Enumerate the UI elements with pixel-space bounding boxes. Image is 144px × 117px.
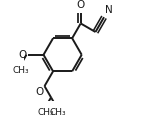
Text: CH₃: CH₃: [49, 108, 66, 117]
Text: O: O: [35, 87, 43, 97]
Text: O: O: [77, 0, 85, 10]
Text: CH₃: CH₃: [12, 66, 29, 75]
Text: O: O: [18, 50, 26, 60]
Text: N: N: [105, 5, 112, 15]
Text: CH₃: CH₃: [37, 108, 54, 117]
